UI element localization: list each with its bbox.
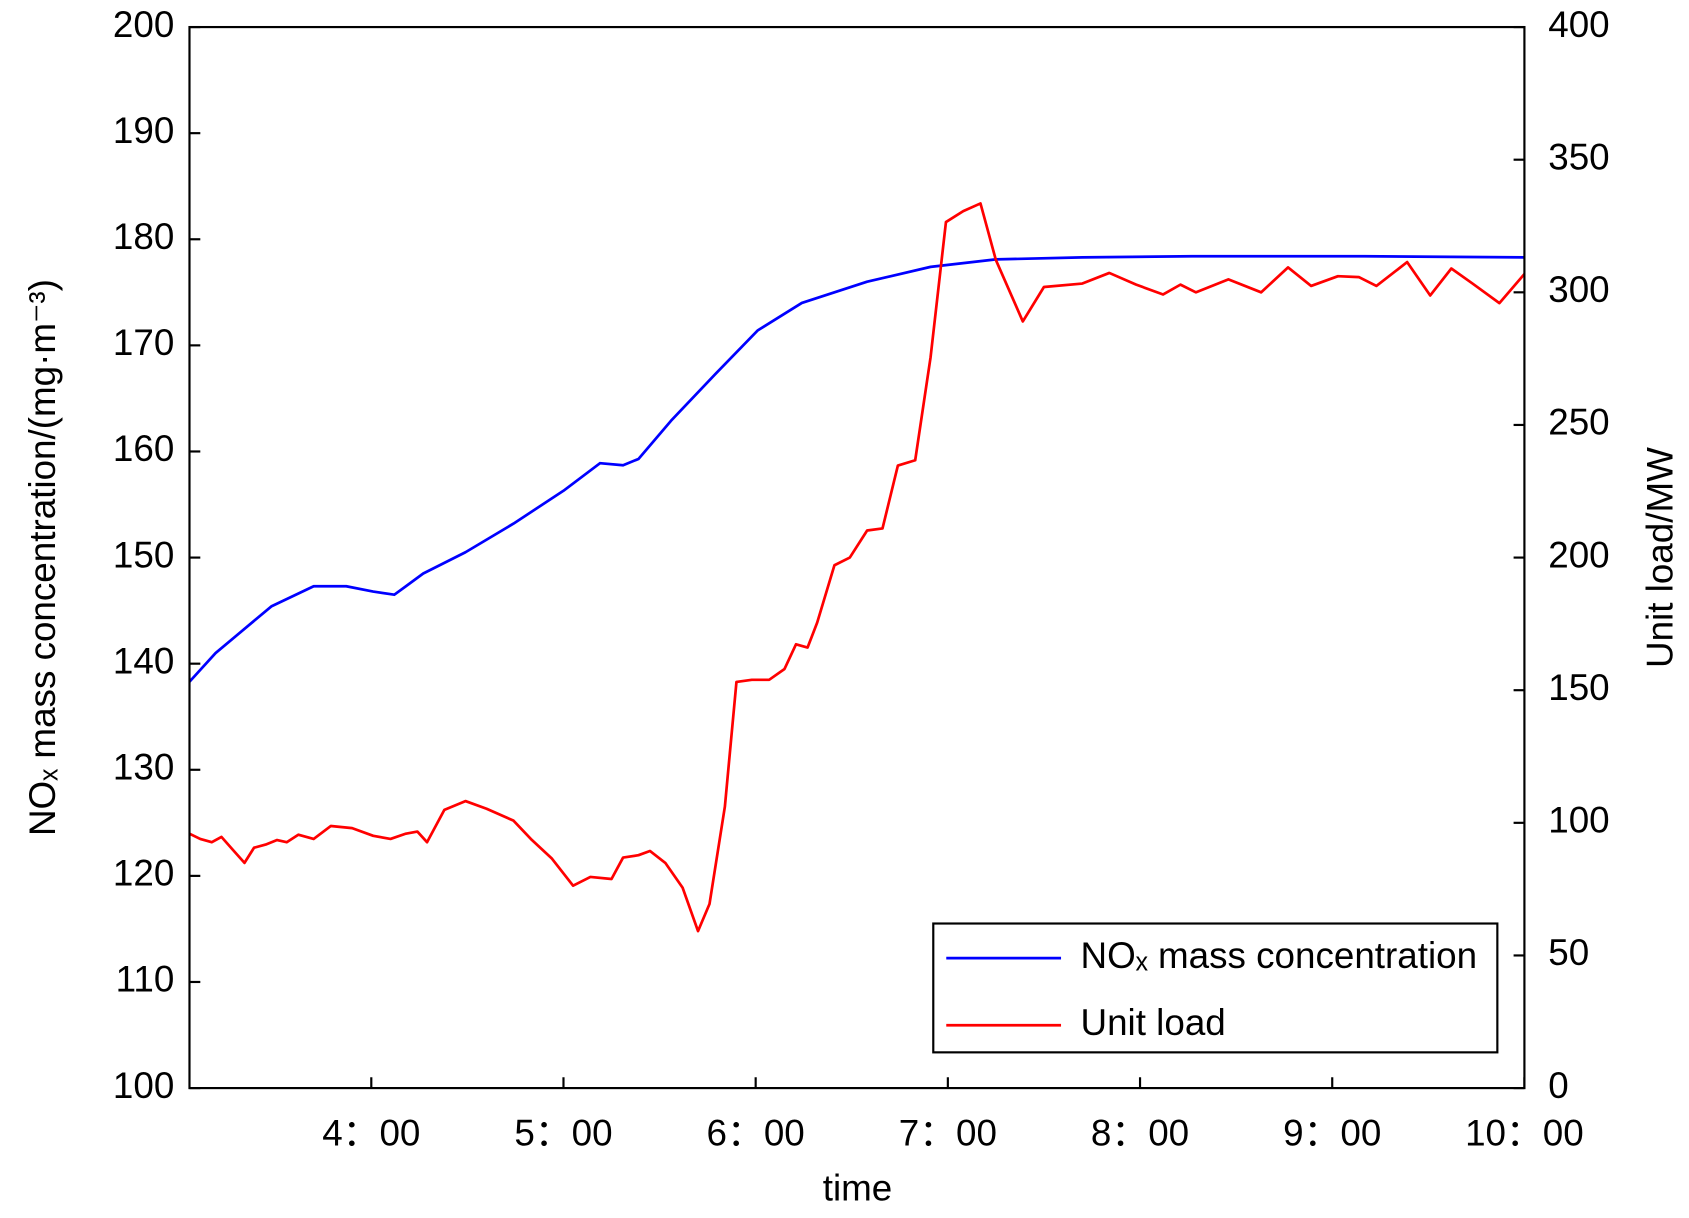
y-tick-label: 170 [113,322,174,363]
x-tick-label: 7：00 [899,1112,997,1153]
y2-tick-label: 350 [1548,136,1609,177]
y-tick-label: 150 [113,534,174,575]
y-tick-label: 200 [113,4,174,45]
data-line [188,254,1525,683]
legend-box [932,922,1499,1054]
x-tick-label: 6：00 [707,1112,805,1153]
y2-tick-label: 300 [1548,269,1609,310]
y-tick-label: 130 [113,746,174,787]
y2-tick-label: 250 [1548,402,1609,443]
legend-label: Unit load [1081,1002,1226,1043]
legend-label: NOₓ mass concentration [1081,935,1478,976]
y-tick-label: 100 [113,1065,174,1106]
plot-frame [188,25,1526,1090]
x-tick-label: 8：00 [1091,1112,1189,1153]
data-line [188,202,1526,933]
y-tick-label: 110 [116,959,175,1000]
x-tick-label: 5：00 [514,1112,612,1153]
y2-tick-label: 400 [1548,4,1609,45]
y2-tick-label: 0 [1548,1065,1568,1106]
y-tick-label: 180 [113,216,174,257]
y-tick-label: 140 [113,640,174,681]
x-tick-label: 9：00 [1283,1112,1381,1153]
y2-tick-label: 150 [1548,667,1609,708]
y2-axis-label: Unit load/MW [1640,447,1681,668]
x-tick-label: 4：00 [322,1112,420,1153]
y2-tick-label: 100 [1548,800,1609,841]
x-tick-label: 10：00 [1465,1112,1584,1153]
y-axis-label: NOₓ mass concentration/(mg·m⁻³) [22,279,63,836]
x-axis-label: time [823,1168,893,1209]
y2-tick-label: 200 [1548,534,1609,575]
y-tick-label: 160 [113,428,174,469]
y-tick-label: 190 [113,110,174,151]
y-tick-label: 120 [113,853,174,894]
y2-tick-label: 50 [1548,932,1589,973]
